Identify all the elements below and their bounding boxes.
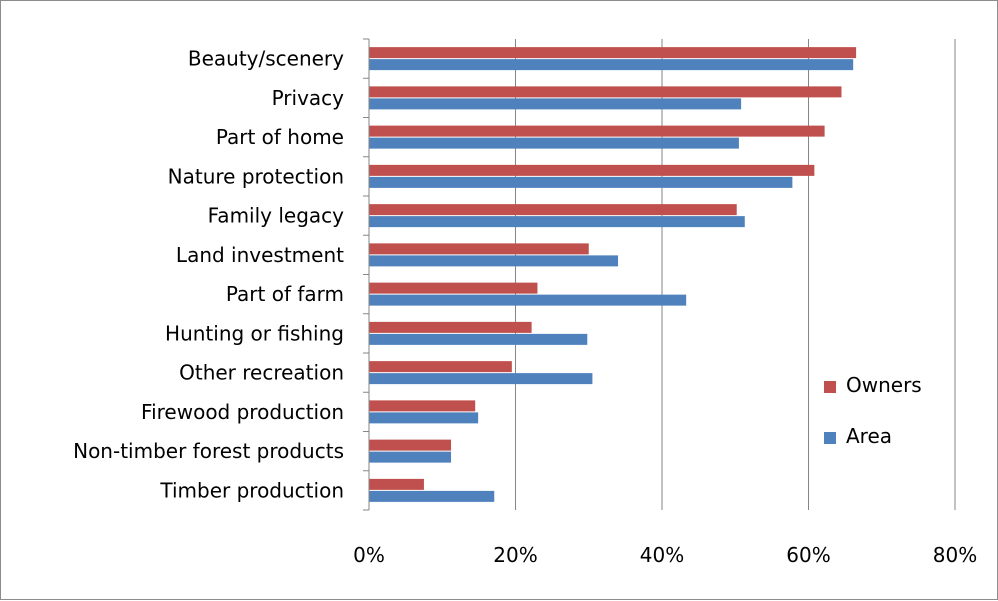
bar-owners [369, 125, 825, 137]
x-tick-label: 40% [640, 543, 684, 567]
bar-owners [369, 243, 589, 255]
bar-owners [369, 400, 476, 412]
bar-owners [369, 164, 815, 176]
category-label: Privacy [272, 86, 345, 110]
bar-owners [369, 321, 532, 333]
category-label: Firewood production [141, 400, 344, 424]
x-tick-label: 60% [786, 543, 830, 567]
category-label: Family legacy [208, 204, 345, 228]
bar-owners [369, 47, 857, 59]
bar-area [369, 373, 593, 385]
bar-area [369, 59, 854, 71]
x-tick-label: 80% [933, 543, 977, 567]
category-label: Non-timber forest products [73, 439, 344, 463]
bar-owners [369, 361, 512, 373]
gridlines [515, 39, 956, 510]
bar-area [369, 98, 742, 110]
bar-area [369, 255, 619, 267]
category-label: Land investment [176, 243, 344, 267]
x-tick-label: 20% [493, 543, 537, 567]
legend-label-area: Area [846, 424, 892, 448]
bar-area [369, 412, 479, 424]
tick-labels: 0% 20% 40% 60% 80% [353, 543, 977, 567]
legend: Owners Area [824, 373, 922, 448]
bar-area [369, 176, 793, 188]
bar-owners [369, 478, 424, 490]
category-label: Other recreation [179, 361, 344, 385]
bar-owners [369, 439, 452, 451]
bar-area [369, 216, 745, 228]
category-label: Hunting or fishing [165, 321, 344, 345]
bar-owners [369, 204, 737, 216]
bar-area [369, 490, 495, 502]
bar-area [369, 137, 739, 149]
bar-owners [369, 86, 842, 98]
category-label: Nature protection [168, 164, 344, 188]
legend-label-owners: Owners [846, 373, 922, 397]
category-labels: Beauty/scenery Privacy Part of home Nature … [73, 47, 344, 503]
bars [369, 47, 857, 502]
legend-swatch-area [824, 432, 836, 444]
x-tick-label: 0% [353, 543, 385, 567]
bar-area [369, 451, 452, 463]
category-label: Beauty/scenery [188, 47, 344, 71]
category-label: Part of home [216, 125, 344, 149]
bar-owners [369, 282, 538, 294]
axis [363, 38, 370, 511]
bar-area [369, 294, 687, 306]
category-label: Timber production [159, 478, 344, 502]
legend-swatch-owners [824, 381, 836, 393]
category-label: Part of farm [226, 282, 344, 306]
bar-area [369, 333, 588, 345]
